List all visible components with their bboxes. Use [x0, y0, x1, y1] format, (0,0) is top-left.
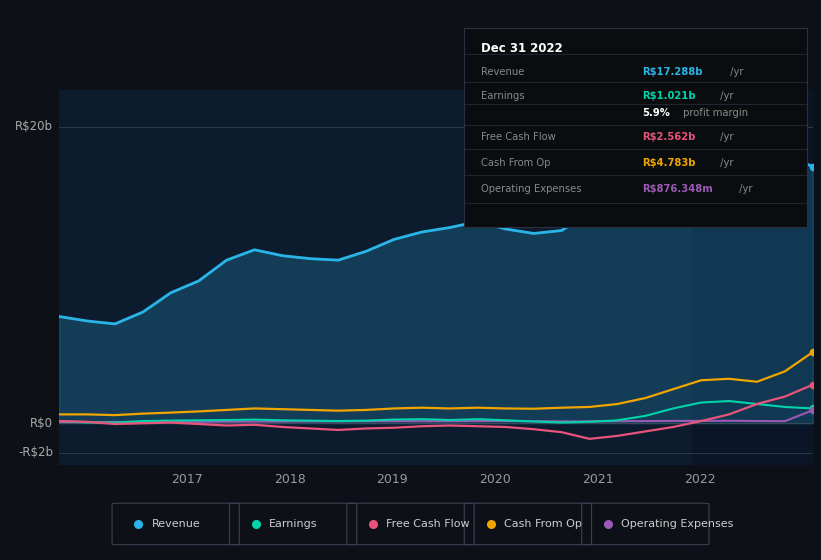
Text: R$20b: R$20b	[15, 120, 53, 133]
Text: profit margin: profit margin	[680, 109, 748, 119]
Text: 5.9%: 5.9%	[642, 109, 670, 119]
Text: Operating Expenses: Operating Expenses	[621, 519, 733, 529]
Text: R$2.562b: R$2.562b	[642, 132, 695, 142]
Text: /yr: /yr	[718, 132, 734, 142]
Text: Free Cash Flow: Free Cash Flow	[386, 519, 470, 529]
Text: /yr: /yr	[736, 184, 753, 194]
Bar	[692, 90, 813, 465]
Text: /yr: /yr	[727, 67, 743, 77]
Text: Free Cash Flow: Free Cash Flow	[481, 132, 556, 142]
Text: R$876.348m: R$876.348m	[642, 184, 713, 194]
Text: -R$2b: -R$2b	[18, 446, 53, 459]
Text: Revenue: Revenue	[151, 519, 200, 529]
Text: R$4.783b: R$4.783b	[642, 158, 696, 168]
Text: Cash From Op: Cash From Op	[504, 519, 581, 529]
Text: Dec 31 2022: Dec 31 2022	[481, 42, 562, 55]
Text: R$0: R$0	[30, 417, 53, 430]
Text: R$17.288b: R$17.288b	[642, 67, 703, 77]
Text: /yr: /yr	[718, 91, 734, 101]
Text: Cash From Op: Cash From Op	[481, 158, 550, 168]
Text: /yr: /yr	[718, 158, 734, 168]
Text: R$1.021b: R$1.021b	[642, 91, 696, 101]
Text: Earnings: Earnings	[481, 91, 525, 101]
Text: Operating Expenses: Operating Expenses	[481, 184, 581, 194]
Text: Revenue: Revenue	[481, 67, 525, 77]
Text: Earnings: Earnings	[268, 519, 318, 529]
